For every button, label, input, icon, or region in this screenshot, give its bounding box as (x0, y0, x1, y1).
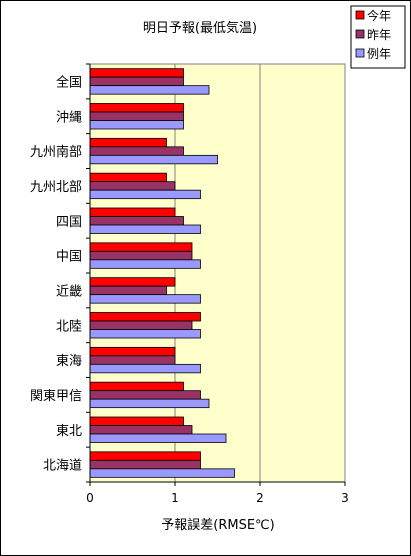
category-label: 中国 (56, 250, 82, 265)
x-tick-labels: 0 1 2 3 (86, 481, 349, 505)
category-label: 九州北部 (30, 180, 82, 195)
category-label: 東北 (56, 423, 82, 439)
bar-5-昨年 (89, 216, 184, 226)
category-label: 東海 (56, 353, 82, 369)
category-label: 近畿 (56, 284, 82, 299)
bar-11-今年 (89, 416, 184, 426)
x-axis-label: 予報誤差(RMSE℃) (161, 517, 274, 533)
x-tick-label: 0 (86, 491, 94, 505)
bar-12-例年 (89, 468, 235, 478)
bar-1-今年 (89, 68, 184, 78)
grid-lines (174, 64, 261, 482)
bar-4-昨年 (89, 181, 176, 191)
category-label: 関東甲信 (30, 388, 82, 404)
legend-swatch-今年 (355, 10, 365, 20)
bar-2-昨年 (89, 111, 184, 121)
category-label: 九州南部 (30, 144, 82, 160)
bar-11-昨年 (89, 425, 193, 435)
bar-10-昨年 (89, 390, 201, 400)
category-label: 全国 (56, 74, 82, 90)
bar-11-例年 (89, 433, 227, 443)
bar-12-今年 (89, 451, 201, 461)
x-tick-label: 2 (256, 491, 264, 505)
bar-8-昨年 (89, 320, 193, 330)
legend-swatch-例年 (355, 48, 365, 58)
bar-5-今年 (89, 207, 176, 217)
bar-6-昨年 (89, 250, 193, 261)
bar-12-昨年 (89, 459, 201, 470)
bar-2-例年 (89, 120, 184, 130)
bar-7-例年 (89, 294, 201, 304)
legend-label-例年: 例年 (367, 47, 391, 61)
legend-swatch-昨年 (355, 29, 365, 39)
bar-10-今年 (89, 381, 184, 392)
category-label: 沖縄 (56, 110, 82, 125)
bar-3-昨年 (89, 146, 184, 156)
legend-label-昨年: 昨年 (367, 28, 391, 42)
bar-9-昨年 (89, 355, 176, 365)
bar-10-例年 (89, 398, 210, 409)
plot-area (89, 63, 346, 483)
bar-3-今年 (89, 137, 167, 148)
chart-title: 明日予報(最低気温) (143, 20, 257, 36)
bar-1-昨年 (89, 76, 184, 87)
bar-5-例年 (89, 224, 201, 234)
bar-4-例年 (89, 189, 201, 200)
category-label: 四国 (56, 215, 82, 230)
bar-3-例年 (89, 154, 218, 165)
bar-9-今年 (89, 346, 176, 357)
bar-4-今年 (89, 172, 167, 183)
bar-2-今年 (89, 103, 184, 113)
legend-label-今年: 今年 (367, 8, 391, 23)
x-tick-label: 1 (171, 491, 179, 505)
category-label: 北海道 (43, 459, 82, 474)
bars (89, 68, 235, 478)
bar-7-昨年 (89, 285, 167, 296)
bar-6-今年 (89, 242, 193, 252)
x-tick-label: 3 (341, 491, 349, 505)
bar-7-今年 (89, 277, 176, 287)
bar-9-例年 (89, 363, 201, 374)
category-label: 北陸 (56, 318, 82, 334)
bar-1-例年 (89, 85, 210, 95)
bar-6-例年 (89, 259, 201, 269)
bar-8-今年 (89, 312, 201, 322)
bar-8-例年 (89, 329, 201, 339)
